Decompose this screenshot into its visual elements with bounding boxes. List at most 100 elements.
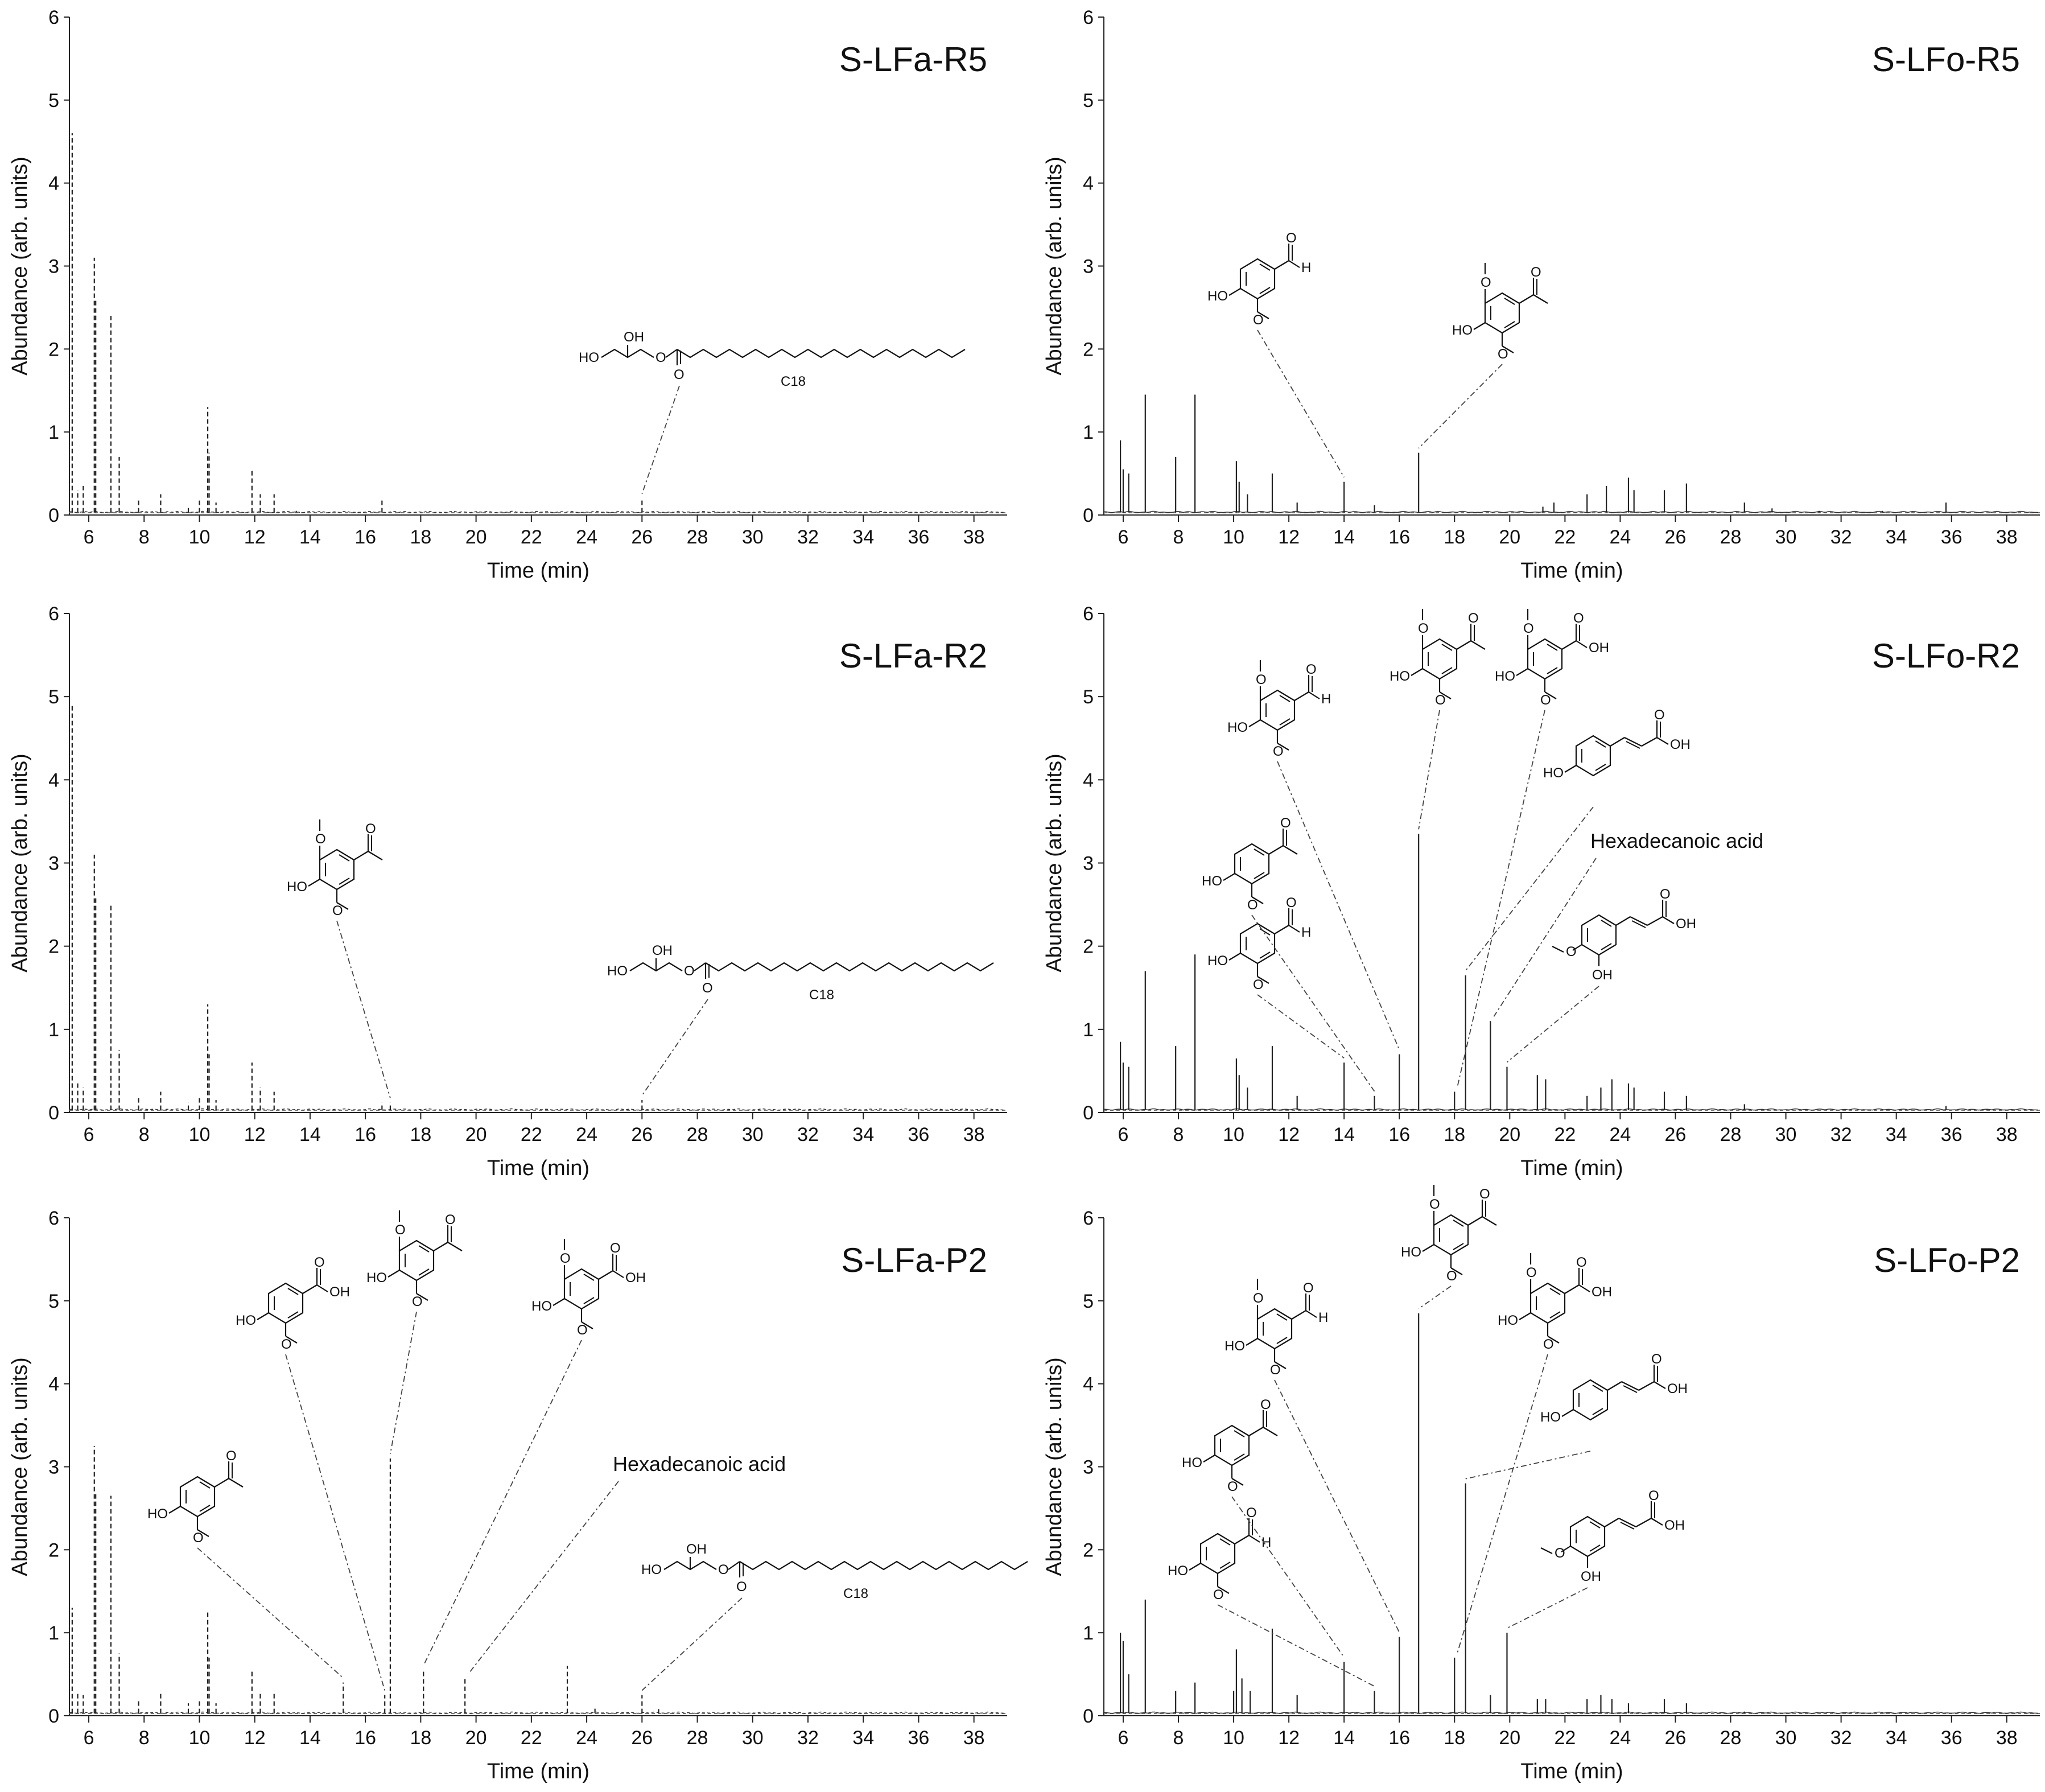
leader-line	[641, 385, 680, 495]
x-tick-label: 10	[189, 1124, 211, 1146]
y-tick-label: 3	[1083, 256, 1094, 278]
y-tick-label: 5	[48, 1291, 59, 1312]
x-tick-label: 22	[1554, 1124, 1576, 1146]
leader-line	[1418, 364, 1503, 449]
monostearin-structure	[606, 942, 995, 997]
x-tick-label: 28	[687, 1124, 708, 1146]
panel-title: S-LFo-R5	[1872, 40, 2020, 79]
acetosyringone-structure	[1388, 608, 1486, 709]
vanillin-structure	[1206, 894, 1312, 994]
y-tick-label: 2	[48, 339, 59, 360]
y-tick-label: 2	[1083, 1539, 1094, 1561]
x-tick-label: 32	[1830, 1727, 1852, 1749]
x-tick-label: 28	[1720, 1727, 1742, 1749]
leader-line	[1418, 1286, 1452, 1309]
y-tick-label: 6	[1083, 1208, 1094, 1229]
leader-line	[390, 1311, 417, 1455]
x-tick-label: 30	[1775, 1727, 1797, 1749]
x-tick-label: 38	[1996, 1124, 2018, 1146]
x-tick-label: 14	[299, 526, 321, 548]
x-tick-label: 6	[84, 526, 94, 548]
x-tick-label: 8	[139, 1124, 150, 1146]
acetovanillone-structure	[1181, 1396, 1279, 1496]
y-tick-label: 5	[1083, 90, 1094, 112]
annotation-label: Hexadecanoic acid	[613, 1452, 786, 1476]
leader-line	[285, 1354, 386, 1691]
c18-label: C18	[809, 987, 834, 1003]
y-tick-label: 4	[1083, 769, 1094, 791]
leader-line	[1231, 1496, 1345, 1658]
leader-line	[1507, 1587, 1588, 1629]
y-tick-label: 1	[48, 422, 59, 443]
x-tick-label: 22	[521, 1124, 542, 1146]
x-tick-label: 30	[742, 526, 764, 548]
x-tick-label: 18	[1444, 526, 1465, 548]
leader-line	[1257, 994, 1345, 1059]
y-tick-label: 1	[1083, 422, 1094, 443]
leader-line	[423, 1340, 582, 1666]
x-tick-label: 22	[521, 526, 542, 548]
x-tick-label: 14	[1333, 1124, 1355, 1146]
x-tick-label: 12	[1278, 1124, 1300, 1146]
x-tick-label: 10	[1223, 1727, 1244, 1749]
x-tick-label: 12	[244, 1727, 266, 1749]
panel-title: S-LFa-P2	[841, 1241, 987, 1279]
x-tick-label: 10	[189, 1727, 211, 1749]
x-tick-label: 32	[797, 526, 819, 548]
y-tick-label: 2	[1083, 339, 1094, 360]
y-tick-label: 0	[48, 505, 59, 526]
x-tick-label: 24	[576, 1124, 597, 1146]
leader-line	[1465, 1451, 1591, 1480]
leader-line	[1457, 1354, 1548, 1654]
x-tick-label: 28	[1720, 526, 1742, 548]
x-tick-label: 20	[465, 1124, 487, 1146]
c18-label: C18	[781, 374, 806, 389]
y-tick-label: 6	[1083, 7, 1094, 28]
y-axis-title: Abundance (arb. units)	[1042, 753, 1066, 972]
panel-title: S-LFa-R5	[839, 40, 987, 79]
x-tick-label: 14	[1333, 1727, 1355, 1749]
x-tick-label: 24	[1610, 526, 1631, 548]
baseline-trace	[1103, 1108, 2039, 1111]
y-tick-label: 4	[48, 1374, 59, 1395]
syringic-structure	[1494, 608, 1610, 709]
x-tick-label: 16	[354, 1727, 376, 1749]
x-tick-label: 18	[410, 1727, 431, 1749]
x-tick-label: 36	[908, 1124, 930, 1146]
x-tick-label: 34	[1886, 1727, 1907, 1749]
x-tick-label: 24	[576, 526, 597, 548]
x-axis-title: Time (min)	[487, 1760, 589, 1783]
x-tick-label: 32	[1830, 1124, 1852, 1146]
x-tick-label: 26	[1665, 1124, 1687, 1146]
y-tick-label: 0	[48, 1706, 59, 1727]
x-tick-label: 16	[1388, 1124, 1410, 1146]
y-tick-label: 3	[1083, 1457, 1094, 1478]
x-tick-label: 32	[797, 1124, 819, 1146]
syringaldehyde-structure	[1223, 1278, 1329, 1379]
x-tick-label: 6	[1118, 526, 1129, 548]
monostearin-structure	[578, 328, 966, 384]
leader-line	[197, 1547, 344, 1679]
x-tick-label: 28	[1720, 1124, 1742, 1146]
y-tick-label: 3	[48, 256, 59, 278]
x-tick-label: 38	[963, 1124, 985, 1146]
y-tick-label: 3	[48, 1457, 59, 1478]
y-tick-label: 0	[48, 1102, 59, 1124]
leader-line	[1274, 1379, 1400, 1633]
x-tick-label: 6	[1118, 1727, 1129, 1749]
acetosyringone-structure	[286, 818, 384, 920]
leader-line	[1217, 1604, 1375, 1687]
x-tick-label: 6	[1118, 1124, 1129, 1146]
baseline-trace	[69, 1711, 1006, 1714]
x-tick-label: 22	[521, 1727, 542, 1749]
x-tick-label: 34	[1886, 1124, 1907, 1146]
y-tick-label: 0	[1083, 1706, 1094, 1727]
y-tick-label: 6	[1083, 603, 1094, 625]
x-tick-label: 30	[742, 1124, 764, 1146]
baseline-trace	[1103, 1711, 2039, 1714]
x-tick-label: 34	[1886, 526, 1907, 548]
